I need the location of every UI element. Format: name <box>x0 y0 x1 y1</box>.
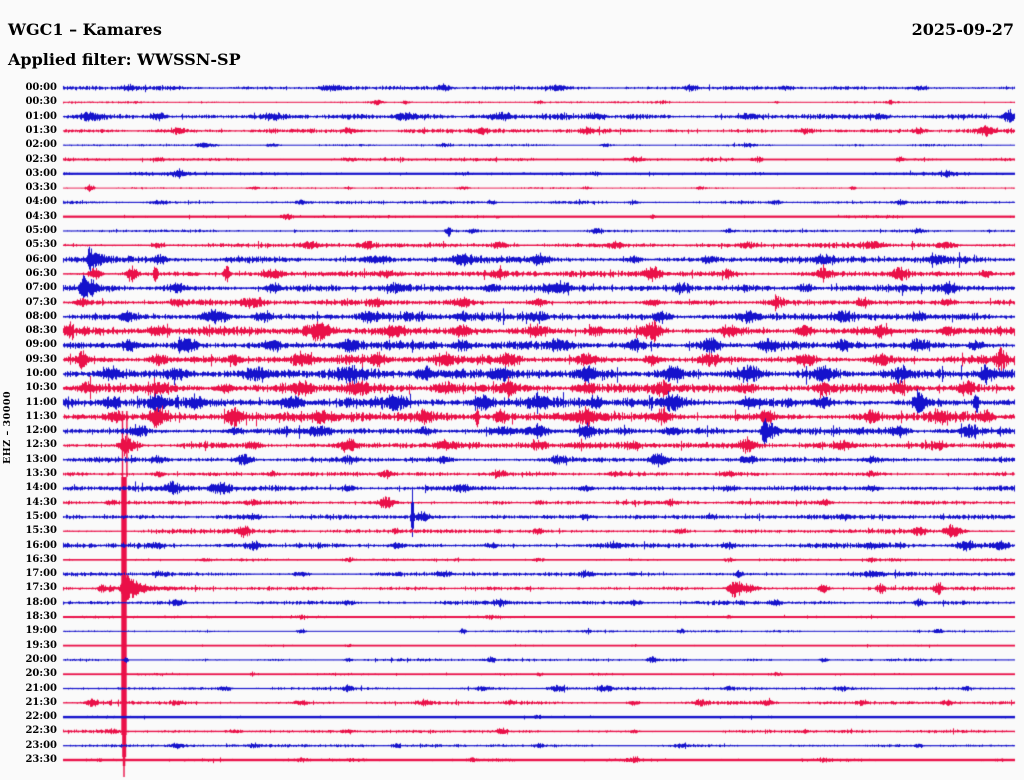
time-label: 21:30 <box>25 696 57 708</box>
time-label: 14:30 <box>25 496 57 508</box>
time-label: 11:00 <box>25 396 57 408</box>
time-label: 05:30 <box>25 239 57 251</box>
time-label: 22:00 <box>25 711 57 723</box>
time-label: 10:30 <box>25 382 57 394</box>
time-label: 18:00 <box>25 596 57 608</box>
time-label: 15:00 <box>25 510 57 522</box>
time-label: 20:30 <box>25 668 57 680</box>
plot-date: 2025-09-27 <box>911 20 1014 39</box>
time-label: 21:00 <box>25 682 57 694</box>
time-label: 16:00 <box>25 539 57 551</box>
applied-filter-label: Applied filter: WWSSN-SP <box>8 50 241 69</box>
time-label: 16:30 <box>25 553 57 565</box>
time-label: 04:00 <box>25 196 57 208</box>
time-label: 01:00 <box>25 110 57 122</box>
time-label: 13:00 <box>25 453 57 465</box>
time-label: 00:00 <box>25 82 57 93</box>
time-label: 09:00 <box>25 339 57 351</box>
time-label: 05:00 <box>25 225 57 236</box>
time-label: 12:00 <box>25 425 57 437</box>
time-label: 14:00 <box>25 482 57 494</box>
time-label: 01:30 <box>25 124 57 136</box>
time-label: 06:30 <box>25 267 57 279</box>
time-label: 23:30 <box>25 754 57 765</box>
time-label: 13:30 <box>25 468 57 479</box>
time-label: 08:30 <box>25 325 57 337</box>
time-label: 19:00 <box>25 625 57 637</box>
time-label: 23:00 <box>25 739 57 751</box>
time-label: 20:00 <box>25 653 57 665</box>
time-label: 07:30 <box>25 296 57 308</box>
time-label: 04:30 <box>25 210 57 222</box>
time-label: 17:30 <box>25 582 57 594</box>
time-label: 12:30 <box>25 439 57 451</box>
time-label: 09:30 <box>25 353 57 365</box>
time-label: 19:30 <box>25 639 57 651</box>
time-label: 06:00 <box>25 253 57 265</box>
time-label: 15:30 <box>25 525 57 537</box>
time-label: 00:30 <box>25 96 57 108</box>
time-label: 18:30 <box>25 611 57 622</box>
time-label: 08:00 <box>25 310 57 322</box>
time-label: 11:30 <box>25 410 57 422</box>
time-label: 07:00 <box>25 282 57 294</box>
time-label: 03:30 <box>25 182 57 194</box>
station-title: WGC1 – Kamares <box>8 20 162 39</box>
time-label: 10:00 <box>25 368 57 379</box>
time-label: 02:00 <box>25 139 57 151</box>
time-label: 22:30 <box>25 725 57 737</box>
time-label: 17:00 <box>25 568 57 580</box>
time-label: 02:30 <box>25 153 57 165</box>
time-label: 03:00 <box>25 167 57 179</box>
